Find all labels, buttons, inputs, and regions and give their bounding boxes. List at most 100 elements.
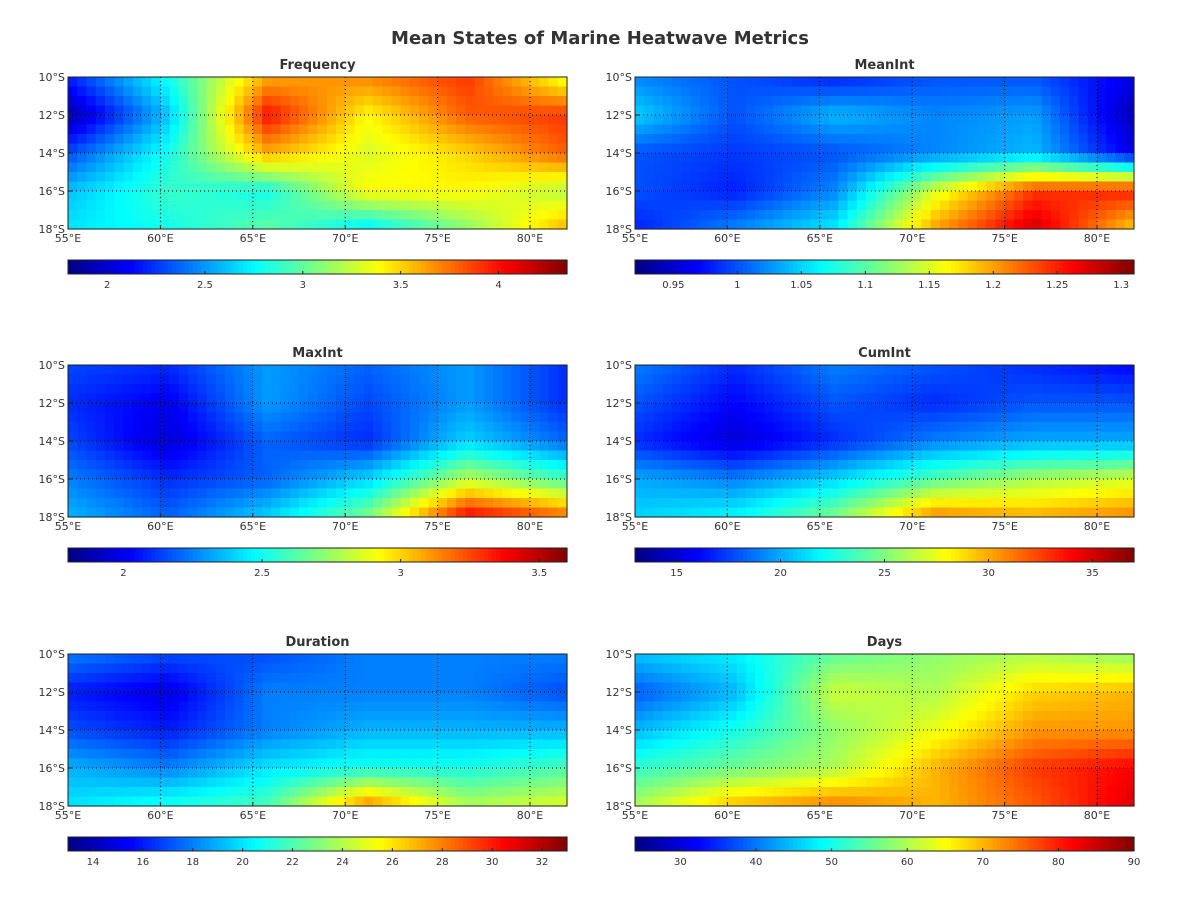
heatmap-cell <box>151 412 162 423</box>
heatmap-cell <box>520 181 531 192</box>
heatmap-cell <box>345 498 356 509</box>
heatmap-cell <box>801 86 812 97</box>
heatmap-cell <box>875 441 886 452</box>
heatmap-cell <box>690 191 701 202</box>
heatmap-cell <box>326 460 337 471</box>
colorbar-swatch <box>788 260 794 274</box>
heatmap-cell <box>363 153 374 164</box>
heatmap-cell <box>68 692 78 703</box>
heatmap-cell <box>299 507 309 518</box>
heatmap-cell <box>225 711 235 722</box>
colorbar-swatch <box>647 260 653 274</box>
heatmap-cell <box>520 124 531 135</box>
heatmap-cell <box>188 796 198 807</box>
heatmap-cell <box>875 210 886 221</box>
heatmap-cell <box>1106 134 1117 145</box>
heatmap-cell <box>939 219 950 230</box>
colorbar-swatch <box>471 260 477 274</box>
heatmap-cell <box>123 105 134 116</box>
heatmap-cell <box>86 777 97 788</box>
heatmap-cell <box>847 488 858 499</box>
heatmap-cell <box>893 365 904 376</box>
heatmap-cell <box>243 115 254 126</box>
heatmap-cell <box>681 441 692 452</box>
heatmap-cell <box>409 412 420 423</box>
heatmap-cell <box>671 105 682 116</box>
colorbar-swatch <box>1075 548 1081 562</box>
colorbar-swatch <box>838 260 844 274</box>
heatmap-cell <box>474 787 485 798</box>
heatmap-cell <box>792 422 802 433</box>
heatmap-cell <box>662 403 673 414</box>
heatmap-cell <box>866 219 876 230</box>
heatmap-cell <box>958 412 969 423</box>
heatmap-cell <box>372 488 383 499</box>
heatmap-cell <box>1032 96 1043 107</box>
heatmap-cell <box>465 143 476 154</box>
heatmap-cell <box>141 77 152 88</box>
heatmap-cell <box>151 153 162 164</box>
colorbar-swatch <box>350 548 356 562</box>
heatmap-cell <box>169 86 180 97</box>
heatmap-cell <box>363 682 374 693</box>
heatmap-cell <box>866 384 876 395</box>
colorbar-swatch <box>913 260 919 274</box>
colorbar-swatch <box>122 548 127 562</box>
heatmap-cell <box>653 384 664 395</box>
heatmap-cell <box>400 403 411 414</box>
heatmap-cell <box>1124 172 1135 183</box>
colorbar-swatch <box>180 548 186 562</box>
heatmap-cell <box>727 384 738 395</box>
heatmap-cell <box>530 507 540 518</box>
heatmap-cell <box>792 162 802 173</box>
heatmap-cell <box>520 654 531 665</box>
heatmap-cell <box>755 384 765 395</box>
heatmap-cell <box>104 143 115 154</box>
heatmap-cell <box>160 431 171 442</box>
heatmap-cell <box>884 200 895 211</box>
heatmap-cell <box>299 422 309 433</box>
heatmap-cell <box>829 441 839 452</box>
heatmap-cell <box>902 450 913 461</box>
heatmap-cell <box>792 115 802 126</box>
heatmap-cell <box>215 134 226 145</box>
heatmap-cell <box>77 730 88 741</box>
heatmap-cell <box>354 768 365 779</box>
heatmap-cell <box>902 105 913 116</box>
colorbar-swatch <box>975 548 981 562</box>
heatmap-cell <box>782 200 793 211</box>
heatmap-cell <box>114 124 125 135</box>
heatmap-cell <box>428 682 439 693</box>
heatmap-cell <box>493 403 503 414</box>
heatmap-cell <box>847 172 858 183</box>
heatmap-cell <box>474 143 485 154</box>
heatmap-cell <box>132 507 143 518</box>
heatmap-cell <box>671 191 682 202</box>
heatmap-cell <box>474 86 485 97</box>
heatmap-cell <box>801 374 812 385</box>
heatmap-cell <box>493 796 503 807</box>
heatmap-cell <box>1013 393 1024 404</box>
heatmap-cell <box>708 172 719 183</box>
heatmap-cell <box>354 720 365 731</box>
heatmap-cell <box>829 105 839 116</box>
heatmap-cell <box>1013 460 1024 471</box>
heatmap-cell <box>169 507 180 518</box>
heatmap-cell <box>699 191 710 202</box>
heatmap-cell <box>493 77 503 88</box>
heatmap-cell <box>912 210 923 221</box>
heatmap-cell <box>773 412 784 423</box>
heatmap-cell <box>810 115 821 126</box>
heatmap-cell <box>838 412 849 423</box>
heatmap-cell <box>335 768 346 779</box>
heatmap-cell <box>437 450 448 461</box>
heatmap-cell <box>437 692 448 703</box>
heatmap-cell <box>446 403 457 414</box>
heatmap-cell <box>151 749 162 760</box>
colorbar-swatch <box>147 548 152 562</box>
heatmap-cell <box>1023 469 1033 480</box>
heatmap-cell <box>819 77 830 88</box>
heatmap-cell <box>1032 498 1043 509</box>
heatmap-cell <box>671 181 682 192</box>
heatmap-cell <box>681 162 692 173</box>
